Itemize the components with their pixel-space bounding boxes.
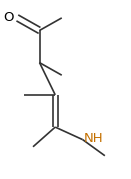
Text: NH: NH (84, 132, 104, 145)
Text: O: O (3, 11, 13, 23)
